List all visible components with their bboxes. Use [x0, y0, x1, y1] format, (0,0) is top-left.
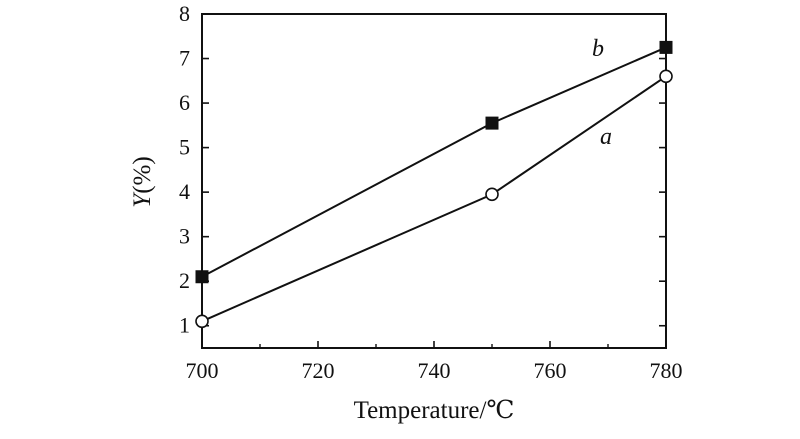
- y-axis-label-unit: (%): [129, 156, 156, 193]
- data-point-b: [659, 40, 673, 54]
- series-layer: [195, 40, 673, 329]
- data-point-b: [485, 116, 499, 130]
- y-tick-label: 3: [179, 224, 190, 249]
- data-point-b: [195, 270, 209, 284]
- data-point-a: [485, 187, 499, 202]
- y-axis-label-symbol: Y: [129, 191, 156, 208]
- series-label-a: a: [600, 124, 612, 150]
- plot-frame: [201, 13, 667, 349]
- y-tick-label: 1: [179, 313, 190, 338]
- data-point-a: [659, 69, 673, 84]
- x-tick-label: 740: [418, 358, 451, 383]
- series-label-b: b: [592, 36, 604, 62]
- y-tick-label: 6: [179, 90, 190, 115]
- x-axis-label: Temperature/℃: [354, 397, 515, 424]
- y-tick-label: 8: [179, 1, 190, 26]
- x-tick-label: 720: [302, 358, 335, 383]
- y-tick-label: 4: [179, 179, 190, 204]
- y-axis-label: Y(%): [129, 156, 156, 207]
- x-tick-label: 700: [186, 358, 219, 383]
- data-point-a: [195, 314, 209, 329]
- x-tick-label: 760: [534, 358, 567, 383]
- series-line-b: [201, 46, 667, 278]
- x-axis-ticks: 700 720 740 760 780: [186, 341, 683, 383]
- y-tick-label: 2: [179, 268, 190, 293]
- y-tick-label: 5: [179, 135, 190, 160]
- y-tick-label: 7: [179, 46, 190, 71]
- x-tick-label: 780: [650, 358, 683, 383]
- series-line-a: [201, 75, 667, 323]
- y-axis-ticks: 1 2 3 4 5 6 7 8: [179, 1, 666, 338]
